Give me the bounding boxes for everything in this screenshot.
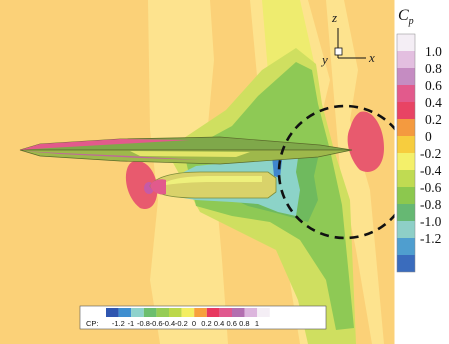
horizontal-legend-tick-label: 1 <box>255 319 259 328</box>
wing-lower-red <box>22 151 200 160</box>
colorbar-band <box>397 187 415 204</box>
y-axis-box <box>334 47 343 56</box>
horizontal-legend-tick-label: 0.8 <box>239 319 249 328</box>
colorbar-title-sub: p <box>408 16 414 27</box>
colorbar-title-c: C <box>398 7 409 24</box>
red-spot-rear <box>347 111 384 172</box>
colorbar-tick-label: -0.6 <box>420 180 442 195</box>
horizontal-legend-tick-label: -0.8 <box>137 319 150 328</box>
horizontal-legend-prefix: CP: <box>86 319 99 328</box>
horizontal-legend-band <box>232 308 245 317</box>
horizontal-legend-band <box>131 308 144 317</box>
horizontal-legend-band <box>194 308 207 317</box>
colorbar-band <box>397 255 415 272</box>
horizontal-legend-tick-label: -0.2 <box>175 319 188 328</box>
colorbar-band <box>397 51 415 68</box>
contour-field <box>0 0 413 344</box>
colorbar-bands <box>396 33 416 273</box>
horizontal-legend-band <box>181 308 195 317</box>
horizontal-legend-band <box>143 308 157 317</box>
z-axis-label: z <box>331 10 337 25</box>
colorbar-tick-label: 1.0 <box>425 44 442 59</box>
horizontal-legend-band <box>244 308 258 317</box>
horizontal-legend-tick-label: -0.6 <box>150 319 163 328</box>
store-body <box>149 171 277 199</box>
horizontal-legend-band <box>156 308 169 317</box>
horizontal-legend-band <box>257 308 270 317</box>
horizontal-legend-band <box>169 308 182 317</box>
wing-leading-red <box>20 139 190 150</box>
colorbar: Cp 1.0 0.8 0.6 0.4 0.2 0 -0.2 -0.4 -0.6 -0.8 -1.0 -… <box>395 0 449 344</box>
horizontal-legend-band <box>106 308 119 317</box>
colorbar-tick-label: -0.4 <box>420 163 442 178</box>
horizontal-legend-ticks: -1.2 -1 -0.8 -0.6 -0.4 -0.2 0 0.2 0.4 0.6 0.8 1 <box>112 319 259 328</box>
horizontal-legend-tick-label: 0 <box>192 319 196 328</box>
colorbar-band <box>397 34 415 51</box>
colorbar-band <box>397 85 415 102</box>
horizontal-legend-tick-label: -0.4 <box>162 319 175 328</box>
horizontal-legend-band <box>118 308 132 317</box>
colorbar-tick-label: -0.8 <box>420 197 442 212</box>
colorbar-band <box>397 238 415 255</box>
store-body-highlight <box>160 176 262 186</box>
x-axis-label: x <box>368 50 375 65</box>
colorbar-band <box>397 170 415 187</box>
colorbar-tick-label: 0.6 <box>425 78 442 93</box>
axes-triad: z x y <box>320 10 375 67</box>
colorbar-ticks: 1.0 0.8 0.6 0.4 0.2 0 -0.2 -0.4 -0.6 -0.8 -1.0 -1.2 <box>420 44 442 246</box>
colorbar-frame <box>396 33 416 273</box>
horizontal-legend-tick-label: 0.2 <box>201 319 211 328</box>
colorbar-tick-label: 0 <box>425 129 432 144</box>
colorbar-tick-label: -1.0 <box>420 214 442 229</box>
horizontal-legend-tick-label: -1 <box>128 319 135 328</box>
colorbar-band <box>397 102 415 119</box>
horizontal-legend-tick-label: 0.6 <box>226 319 236 328</box>
colorbar-tick-label: 0.4 <box>425 95 442 110</box>
horizontal-legend-bands <box>106 308 270 317</box>
horizontal-legend: CP: -1.2 -1 -0.8 -0.6 -0.4 -0.2 0 0.2 0.4 0.6 0.8 1 <box>79 305 327 330</box>
horizontal-legend-tick-label: -1.2 <box>112 319 125 328</box>
colorbar-tick-label: 0.2 <box>425 112 442 127</box>
pale-band-right <box>326 0 384 344</box>
red-spot-nose <box>125 160 158 210</box>
colorbar-band <box>397 221 415 238</box>
colorbar-tick-label: 0.8 <box>425 61 442 76</box>
colorbar-band <box>397 153 415 170</box>
colorbar-band <box>397 204 415 221</box>
colorbar-band <box>397 136 415 153</box>
wing-lower <box>19 149 353 165</box>
colorbar-tick-label: -0.2 <box>420 146 441 161</box>
colorbar-band <box>397 68 415 85</box>
colorbar-tick-label: -1.2 <box>420 231 441 246</box>
store-nose-tip <box>150 179 166 195</box>
colorbar-band <box>397 119 415 136</box>
horizontal-legend-tick-label: 0.4 <box>214 319 224 328</box>
colorbar-title: Cp <box>398 7 414 27</box>
y-axis-label: y <box>320 52 328 67</box>
horizontal-legend-band <box>206 308 220 317</box>
horizontal-legend-band <box>219 308 232 317</box>
wing-yellow-streak <box>130 151 250 157</box>
